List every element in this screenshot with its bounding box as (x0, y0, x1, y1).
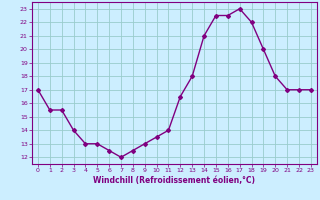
X-axis label: Windchill (Refroidissement éolien,°C): Windchill (Refroidissement éolien,°C) (93, 176, 255, 185)
